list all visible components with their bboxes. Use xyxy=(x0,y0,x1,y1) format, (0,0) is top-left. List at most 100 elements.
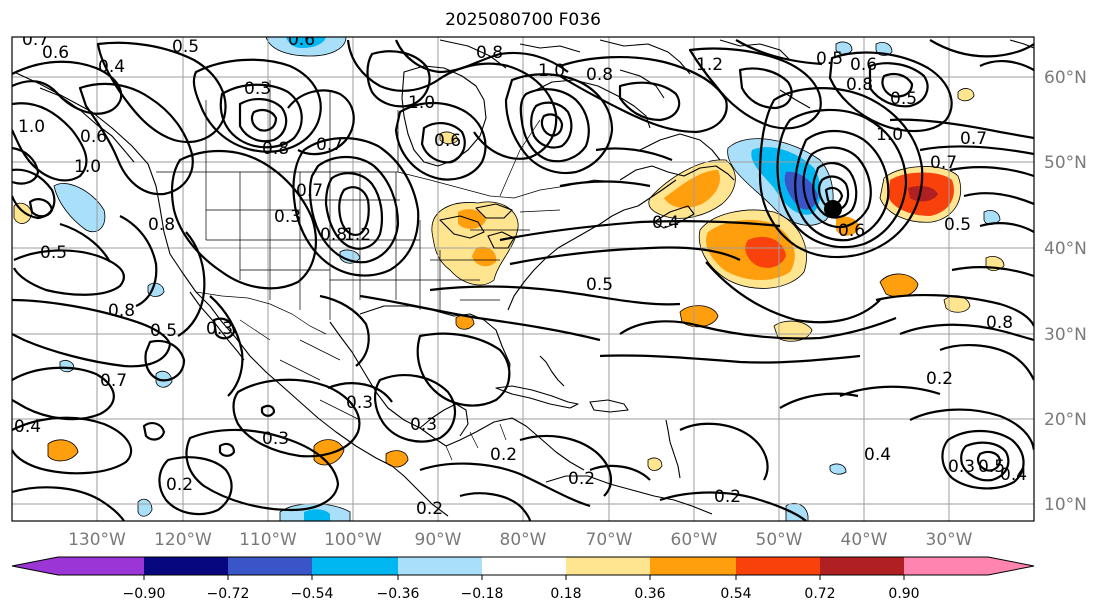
contour-label: 0.7 xyxy=(22,30,49,50)
coastline-pacific-north-america xyxy=(13,71,449,517)
contour-line xyxy=(899,323,1034,342)
contour-line xyxy=(13,249,125,296)
anomaly-spot-6 xyxy=(313,439,345,466)
contour-line xyxy=(979,60,1034,71)
colorbar-segment xyxy=(482,557,566,575)
contour-label: 1.0 xyxy=(876,125,903,145)
contour-label: 0.5 xyxy=(816,49,843,69)
contour-line xyxy=(144,339,186,382)
contour-line xyxy=(394,39,569,74)
contour-line xyxy=(499,220,781,242)
map-title: 2025080700 F036 xyxy=(445,10,601,30)
contour-line xyxy=(366,50,431,108)
colorbar-segment xyxy=(736,557,820,575)
anomaly-negative-spot-4 xyxy=(983,210,1001,225)
contour-line xyxy=(209,295,244,397)
colorbar-tick-label: 0.72 xyxy=(804,586,835,602)
contour-label: 0.6 xyxy=(42,43,69,63)
anomaly-spot-4 xyxy=(773,320,813,342)
contour-line xyxy=(250,108,278,132)
colorbar-segment xyxy=(58,557,144,575)
contour-line xyxy=(519,88,590,163)
latitude-label: 30°N xyxy=(1044,325,1087,345)
contour-label: 0.8 xyxy=(586,65,613,85)
contour-line xyxy=(875,293,1034,327)
contour-line xyxy=(459,492,532,521)
contour-label: 0.8 xyxy=(108,301,135,321)
colorbar-tick-label: −0.18 xyxy=(461,586,504,602)
anomaly-region-great-lakes xyxy=(431,201,519,286)
coastline-hudson-bay xyxy=(401,65,487,167)
border-central-america xyxy=(445,423,507,461)
contour-line xyxy=(260,404,276,417)
contour-label: 0.2 xyxy=(568,469,595,489)
contour-line xyxy=(599,354,861,364)
longitude-label: 90°W xyxy=(415,530,462,550)
contour-label: 1.2 xyxy=(344,225,371,245)
map-panel: 0.7 0.6 0.4 0.5 0.6 0.8 1.0 1.2 0.8 1.0 … xyxy=(12,30,1034,521)
contour-line xyxy=(758,87,924,259)
anomaly-spot-13 xyxy=(439,131,459,145)
colorbar-outline xyxy=(11,556,1035,576)
contour-line xyxy=(292,137,420,277)
contour-line xyxy=(319,294,370,367)
contour-line xyxy=(519,434,613,497)
contour-line xyxy=(59,222,111,263)
contour-line xyxy=(659,491,807,521)
coastline-us-east xyxy=(507,179,677,311)
contour-line xyxy=(287,89,355,156)
anomaly-negative-pacific xyxy=(53,183,106,233)
contour-label: 0.3 xyxy=(274,207,301,227)
contour-label: 0.6 xyxy=(850,55,877,75)
colorbar-segment xyxy=(398,557,482,575)
contour-label: 0.2 xyxy=(166,475,193,495)
anomaly-peak-northeast-atlantic xyxy=(908,186,938,202)
longitude-label: 70°W xyxy=(586,530,633,550)
colorbar-tick-label: −0.72 xyxy=(207,586,250,602)
contour-label: 0.5 xyxy=(586,275,613,295)
contour-line xyxy=(738,67,793,110)
contour-line xyxy=(817,175,850,211)
anomaly-core-newfoundland xyxy=(664,170,721,208)
anomaly-spot-7 xyxy=(47,439,79,462)
contour-label: 0.3 xyxy=(410,415,437,435)
border-canada-provinces xyxy=(205,80,541,197)
contour-label: 0.4 xyxy=(652,213,679,233)
longitude-label: 80°W xyxy=(500,530,547,550)
contour-label: 0.8 xyxy=(986,313,1013,333)
contour-line xyxy=(218,442,236,457)
contour-line xyxy=(868,62,929,108)
contour-line xyxy=(951,266,1034,278)
contour-label: 0.4 xyxy=(1000,465,1027,485)
contour-line xyxy=(119,215,158,308)
colorbar-segment xyxy=(144,557,228,575)
contour-line xyxy=(142,422,166,441)
contour-line xyxy=(794,130,890,242)
anomaly-negative-spot-6 xyxy=(137,498,153,517)
contour-label: 0.3 xyxy=(948,457,975,477)
anomaly-negative-top-core xyxy=(286,37,326,48)
contour-line xyxy=(941,430,1025,490)
contour-line xyxy=(232,378,361,458)
contour-label-group: 0.7 0.6 0.4 0.5 0.6 0.8 1.0 1.2 0.8 1.0 … xyxy=(14,30,1027,519)
contour-line xyxy=(976,450,1002,472)
anomaly-negative-bottom-core xyxy=(304,509,330,521)
contour-lines xyxy=(12,39,1034,521)
contour-label: 0.8 xyxy=(262,139,289,159)
map-frame xyxy=(11,36,1035,522)
contour-label: 0.3 xyxy=(244,79,271,99)
contour-line xyxy=(909,408,1034,451)
coastline-lesser-antilles xyxy=(665,419,681,479)
border-mexico-states xyxy=(239,319,361,421)
contour-line xyxy=(881,73,914,98)
longitude-label: 130°W xyxy=(68,530,126,550)
contour-line xyxy=(939,343,1034,381)
contour-label: 0.4 xyxy=(14,417,41,437)
contour-label: 0.8 xyxy=(846,75,873,95)
colorbar-segment xyxy=(904,557,988,575)
contour-line xyxy=(779,392,859,409)
contour-label: 0.7 xyxy=(930,153,957,173)
longitude-label: 60°W xyxy=(671,530,718,550)
colorbar-tick-label: −0.90 xyxy=(123,586,166,602)
